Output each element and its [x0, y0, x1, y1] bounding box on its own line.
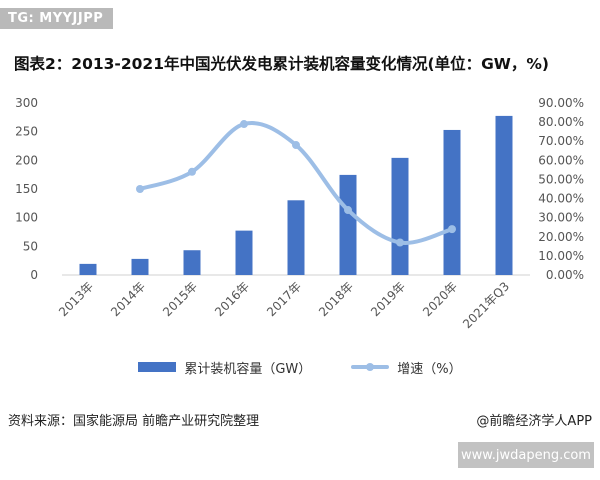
growth-point: [136, 185, 144, 193]
x-tick-label: 2014年: [108, 279, 148, 319]
chart-legend: 累计装机容量（GW） 增速（%）: [0, 355, 600, 379]
chart-area: 0 50 100 150 200 250 300 0.00% 10.00% 20.00% 30.00…: [0, 82, 600, 402]
x-tick-label: 2016年: [212, 279, 252, 319]
bar: [287, 200, 305, 275]
bar: [391, 157, 409, 275]
bar: [79, 263, 97, 275]
y-right-tick-label: 10.00%: [538, 249, 584, 263]
y-left-tick-label: 300: [15, 96, 38, 110]
bar: [183, 250, 201, 275]
watermark-url: www.jwdapeng.com: [458, 442, 594, 468]
x-tick-label: 2017年: [264, 279, 304, 319]
growth-point: [344, 206, 352, 215]
x-tick-label: 2018年: [316, 279, 356, 319]
y-left-tick-label: 0: [30, 268, 38, 282]
x-tick-label: 2020年: [420, 279, 460, 319]
growth-point: [292, 141, 300, 150]
growth-point: [188, 167, 196, 176]
y-right-tick-label: 20.00%: [538, 230, 584, 244]
y-right-tick-label: 40.00%: [538, 192, 584, 206]
y-left-tick-label: 200: [15, 153, 38, 167]
y-left-tick-label: 250: [15, 125, 38, 139]
legend-item-line: 增速（%）: [351, 358, 462, 377]
x-tick-label: 2013年: [56, 279, 96, 319]
source-note: 资料来源：国家能源局 前瞻产业研究院整理: [8, 413, 260, 429]
bar: [235, 230, 253, 275]
growth-point: [396, 238, 404, 247]
growth-point: [448, 225, 456, 234]
legend-line-swatch: [351, 362, 390, 372]
y-right-tick-label: 30.00%: [538, 211, 584, 225]
bar: [495, 115, 513, 276]
x-tick-label: 2015年: [160, 279, 200, 319]
x-tick-label: 2021年Q3: [460, 279, 512, 331]
footer: 资料来源：国家能源局 前瞻产业研究院整理 @前瞻经济学人APP: [8, 408, 592, 430]
y-right-tick-label: 50.00%: [538, 172, 584, 186]
bar: [131, 258, 149, 275]
growth-point: [240, 120, 248, 129]
y-right-tick-label: 0.00%: [546, 268, 584, 282]
bar: [339, 174, 357, 275]
legend-bar-swatch: [138, 362, 177, 372]
bar: [443, 129, 461, 275]
legend-item-bar: 累计装机容量（GW）: [138, 358, 311, 377]
y-right-tick-label: 80.00%: [538, 115, 584, 129]
y-right-tick-label: 70.00%: [538, 134, 584, 148]
y-left-tick-label: 100: [15, 211, 38, 225]
combo-chart: 0 50 100 150 200 250 300 0.00% 10.00% 20.00% 30.00…: [15, 96, 584, 331]
source-tag: TG: MYYJJPP: [0, 8, 114, 29]
y-left-tick-label: 150: [15, 182, 38, 196]
y-right-tick-label: 60.00%: [538, 153, 584, 167]
legend-bar-label: 累计装机容量（GW）: [184, 361, 312, 377]
brand-note: @前瞻经济学人APP: [476, 413, 592, 429]
y-left-tick-label: 50: [23, 239, 38, 253]
x-tick-label: 2019年: [368, 279, 408, 319]
legend-line-label: 增速（%）: [397, 361, 462, 377]
chart-title: 图表2：2013-2021年中国光伏发电累计装机容量变化情况(单位：GW，%): [14, 55, 550, 73]
y-right-tick-label: 90.00%: [538, 96, 584, 110]
